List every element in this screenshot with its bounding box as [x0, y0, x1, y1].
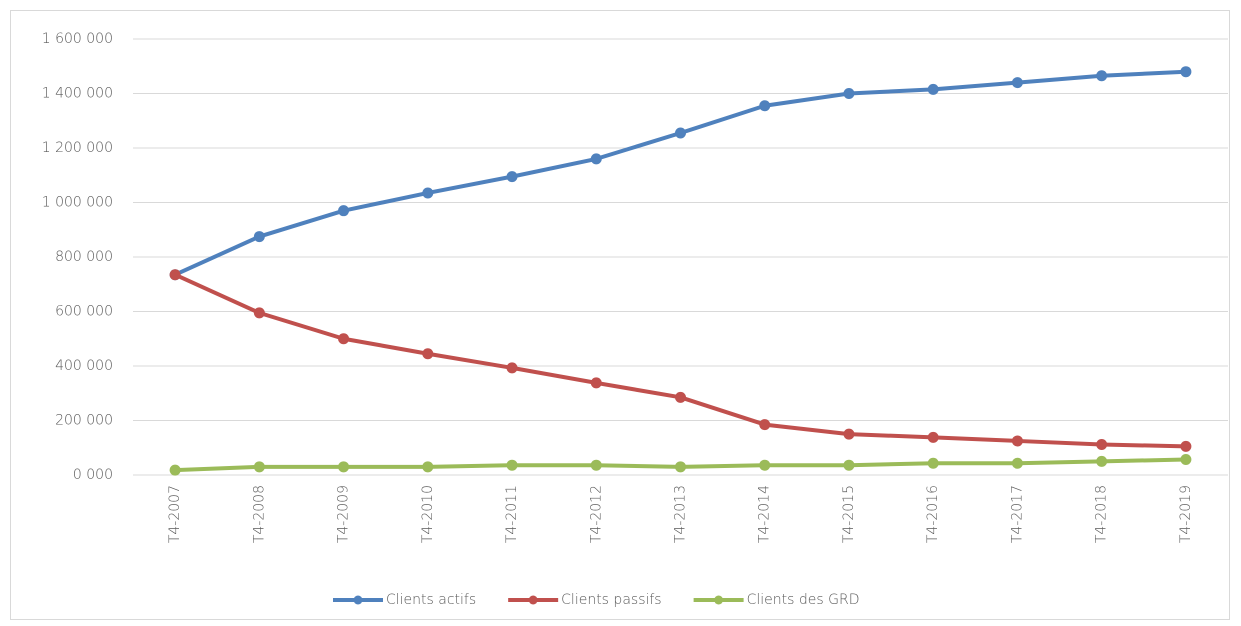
data-point: [1096, 438, 1108, 450]
x-tick-label: T4-2018: [1094, 485, 1110, 543]
y-tick-label: 1 400 000: [42, 86, 113, 102]
x-tick-label: T4-2014: [757, 485, 773, 543]
data-point: [338, 205, 350, 217]
data-point: [338, 333, 350, 345]
y-tick-label: 600 000: [55, 304, 113, 320]
data-point: [590, 153, 602, 165]
legend-marker: [714, 595, 724, 605]
legend-marker: [353, 595, 363, 605]
data-point: [253, 231, 265, 243]
data-point: [253, 461, 265, 473]
data-point: [1096, 70, 1108, 82]
data-point: [590, 377, 602, 389]
data-point: [422, 348, 434, 360]
data-point: [1011, 77, 1023, 89]
data-point: [759, 419, 771, 431]
x-tick-label: T4-2010: [420, 485, 436, 543]
x-tick-label: T4-2016: [925, 485, 941, 543]
data-point: [169, 269, 181, 281]
x-tick-label: T4-2019: [1178, 485, 1194, 543]
data-point: [506, 459, 518, 471]
y-tick-label: 0 000: [73, 467, 113, 483]
y-tick-label: 200 000: [55, 413, 113, 429]
data-point: [1011, 435, 1023, 447]
data-point: [1011, 457, 1023, 469]
data-point: [1180, 440, 1192, 452]
chart-frame: [10, 10, 1230, 620]
data-point: [590, 459, 602, 471]
data-point: [1096, 455, 1108, 467]
data-point: [1180, 66, 1192, 78]
data-point: [422, 187, 434, 199]
data-point: [927, 457, 939, 469]
data-point: [506, 362, 518, 374]
x-tick-label: T4-2011: [504, 485, 520, 543]
data-point: [675, 461, 686, 473]
y-tick-label: 400 000: [55, 358, 113, 374]
x-tick-label: T4-2012: [588, 485, 604, 543]
legend-label: Clients passifs: [561, 592, 661, 608]
data-point: [759, 459, 771, 471]
x-tick-label: T4-2007: [167, 485, 183, 543]
x-tick-label: T4-2017: [1009, 485, 1025, 543]
x-tick-label: T4-2015: [841, 485, 857, 543]
data-point: [1180, 453, 1192, 465]
data-point: [506, 171, 518, 183]
legend-label: Clients actifs: [386, 592, 476, 608]
y-tick-label: 1 000 000: [42, 195, 113, 211]
data-point: [675, 127, 686, 139]
data-point: [927, 431, 939, 443]
data-point: [843, 88, 855, 99]
data-point: [759, 100, 771, 112]
y-tick-label: 1 600 000: [42, 31, 113, 47]
data-point: [169, 464, 181, 476]
data-point: [843, 459, 855, 471]
x-tick-label: T4-2009: [336, 485, 352, 543]
data-point: [927, 83, 939, 95]
x-tick-label: T4-2013: [673, 485, 689, 543]
data-point: [843, 428, 855, 440]
y-tick-label: 1 200 000: [42, 140, 113, 156]
legend-marker: [528, 595, 538, 605]
legend-label: Clients des GRD: [747, 592, 860, 608]
data-point: [253, 307, 265, 319]
data-point: [422, 461, 434, 473]
x-tick-label: T4-2008: [251, 485, 267, 543]
data-point: [338, 461, 350, 473]
y-tick-label: 800 000: [55, 249, 113, 265]
data-point: [675, 391, 686, 403]
